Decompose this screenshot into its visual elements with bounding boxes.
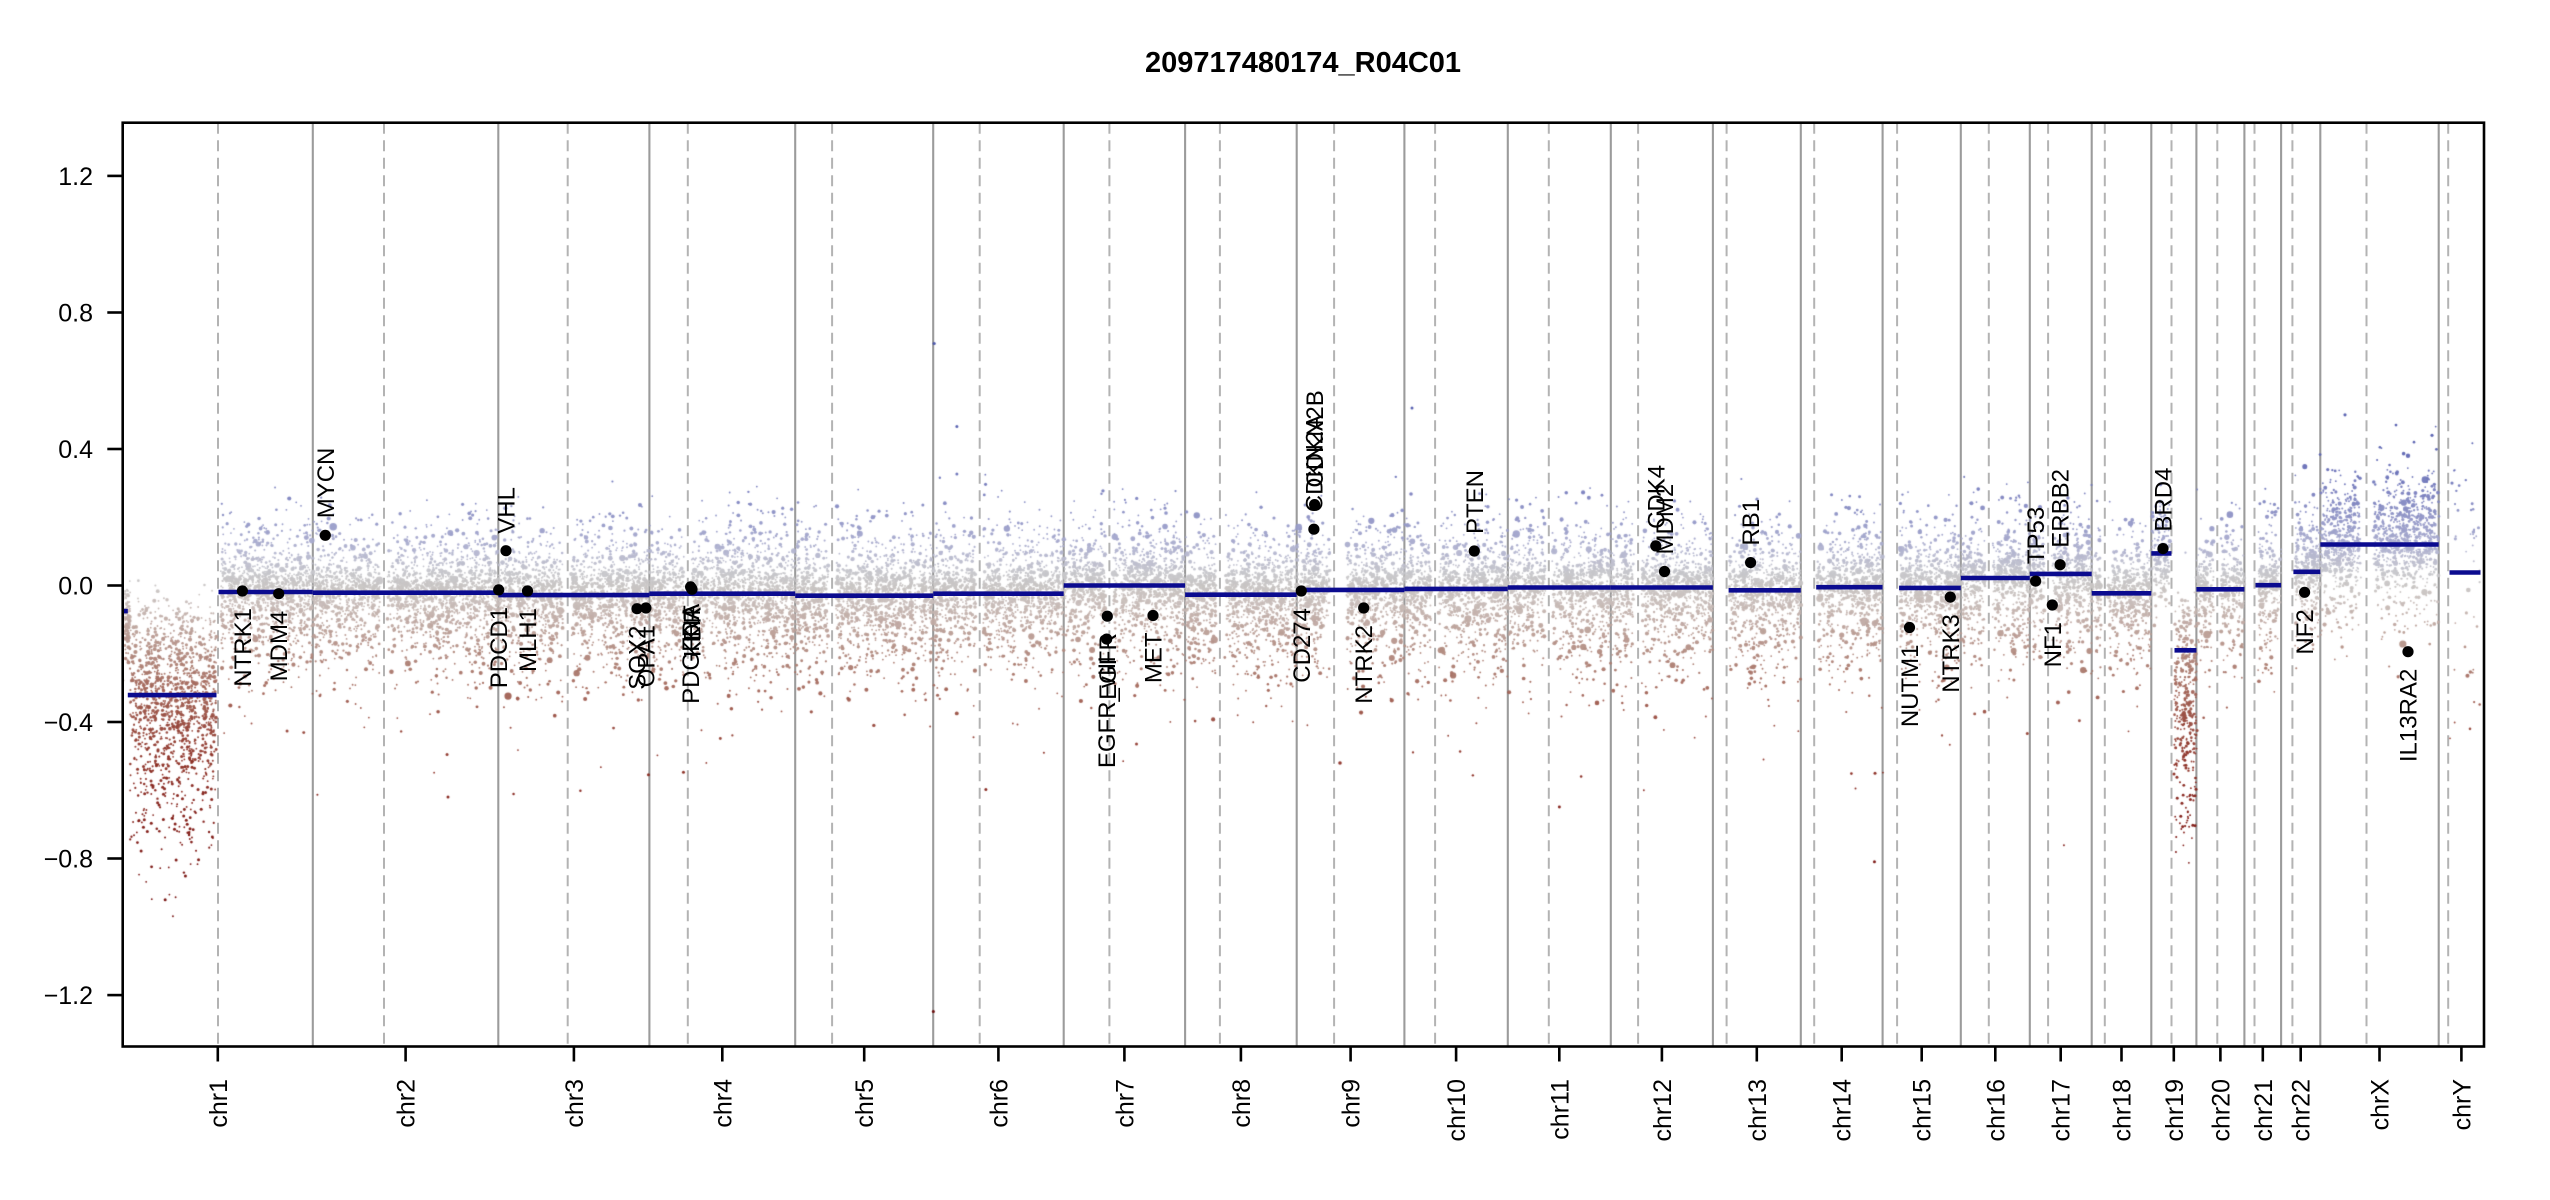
svg-text:chr19: chr19 [2161, 1079, 2189, 1142]
svg-text:chr16: chr16 [1982, 1079, 2010, 1142]
svg-text:chr8: chr8 [1228, 1079, 1256, 1128]
svg-text:ERBB2: ERBB2 [2048, 469, 2075, 548]
svg-text:CDKN2B: CDKN2B [1302, 390, 1329, 487]
svg-text:PDGFRA: PDGFRA [678, 604, 705, 704]
svg-text:−1.2: −1.2 [44, 982, 93, 1010]
svg-text:CD274: CD274 [1289, 608, 1316, 683]
svg-text:chrY: chrY [2448, 1079, 2476, 1131]
svg-text:chr11: chr11 [1546, 1079, 1574, 1140]
svg-text:NUTM1: NUTM1 [1897, 645, 1924, 728]
svg-text:0.0: 0.0 [58, 573, 93, 601]
svg-text:chr2: chr2 [393, 1079, 421, 1128]
svg-text:209717480174_R04C01: 209717480174_R04C01 [1145, 47, 1461, 79]
svg-text:1.2: 1.2 [58, 163, 93, 191]
svg-text:−0.4: −0.4 [44, 709, 93, 737]
svg-text:chr18: chr18 [2109, 1079, 2137, 1142]
svg-text:chr3: chr3 [561, 1079, 589, 1128]
svg-text:NF2: NF2 [2292, 609, 2319, 654]
svg-text:CDK4: CDK4 [1643, 465, 1670, 529]
svg-text:NTRK3: NTRK3 [1938, 614, 1965, 693]
svg-text:SOX2: SOX2 [625, 626, 652, 690]
svg-text:CDKN2A: CDKN2A [1301, 415, 1328, 512]
svg-text:IL13RA2: IL13RA2 [2396, 669, 2423, 762]
svg-text:chrX: chrX [2367, 1079, 2395, 1131]
svg-text:PTEN: PTEN [1462, 470, 1489, 534]
svg-text:chr13: chr13 [1744, 1079, 1772, 1142]
svg-text:chr1: chr1 [205, 1079, 233, 1128]
svg-text:chr4: chr4 [709, 1079, 737, 1128]
svg-text:KIT: KIT [679, 605, 706, 643]
svg-text:NF1: NF1 [2040, 622, 2067, 667]
svg-text:MDM2: MDM2 [1652, 484, 1679, 555]
svg-text:−0.8: −0.8 [44, 846, 93, 874]
svg-text:chr15: chr15 [1909, 1079, 1937, 1142]
svg-text:chr10: chr10 [1443, 1079, 1471, 1142]
svg-text:chr7: chr7 [1111, 1079, 1139, 1128]
svg-text:chr12: chr12 [1649, 1079, 1677, 1142]
svg-text:chr21: chr21 [2250, 1079, 2278, 1142]
svg-text:KDR: KDR [680, 606, 707, 657]
svg-text:NTRK1: NTRK1 [230, 608, 257, 687]
svg-text:TP53: TP53 [2023, 507, 2050, 564]
svg-text:0.8: 0.8 [58, 300, 93, 328]
svg-text:0.4: 0.4 [58, 436, 93, 464]
svg-text:EGFR_vIII: EGFR_vIII [1094, 656, 1121, 768]
svg-text:NTRK2: NTRK2 [1351, 625, 1378, 704]
svg-text:MLH1: MLH1 [515, 608, 542, 672]
svg-text:chr14: chr14 [1829, 1079, 1857, 1142]
svg-text:chr20: chr20 [2207, 1079, 2235, 1142]
svg-text:VHL: VHL [494, 487, 521, 534]
svg-text:MYCN: MYCN [313, 448, 340, 519]
svg-text:PDCD1: PDCD1 [486, 607, 513, 688]
svg-text:MDM4: MDM4 [266, 611, 293, 682]
svg-text:chr9: chr9 [1338, 1079, 1366, 1128]
svg-text:chr6: chr6 [985, 1079, 1013, 1128]
svg-text:OPA1: OPA1 [633, 625, 660, 687]
svg-text:RB1: RB1 [1738, 499, 1765, 546]
svg-text:chr5: chr5 [851, 1079, 879, 1128]
svg-text:chr22: chr22 [2288, 1079, 2316, 1142]
svg-text:MET: MET [1141, 632, 1168, 683]
svg-text:chr17: chr17 [2048, 1079, 2076, 1142]
svg-text:BRD4: BRD4 [2151, 468, 2178, 532]
